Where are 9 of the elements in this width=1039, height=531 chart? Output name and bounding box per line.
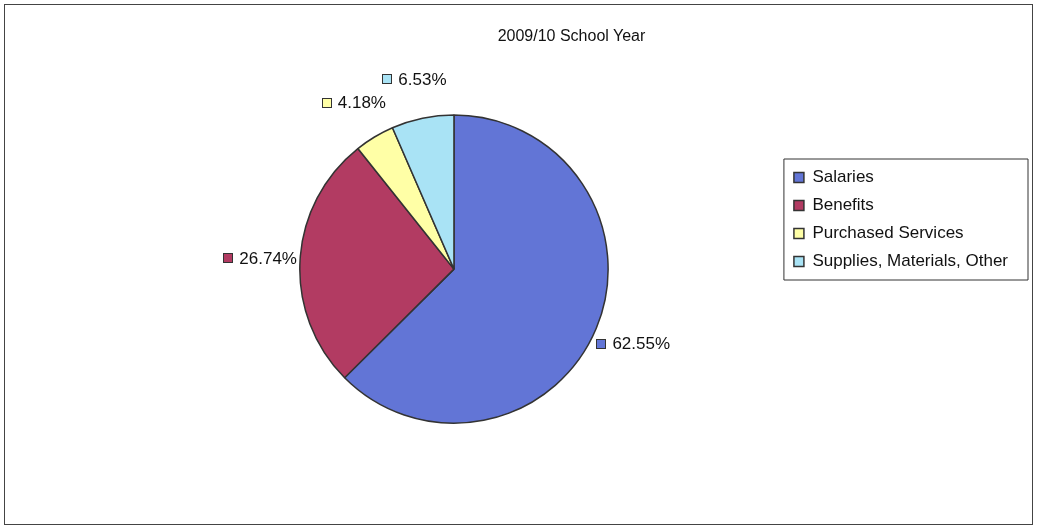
data-label: 26.74%: [239, 248, 297, 268]
data-label: 4.18%: [337, 93, 386, 113]
legend-label: Purchased Services: [812, 223, 964, 243]
chart-title: 2009/10 School Year: [497, 27, 647, 45]
legend-label: Benefits: [812, 195, 874, 215]
legend-label: Salaries: [812, 167, 874, 187]
data-label: 6.53%: [398, 69, 447, 89]
legend-label: Supplies, Materials, Other: [812, 251, 1009, 271]
data-label: 62.55%: [612, 334, 671, 354]
